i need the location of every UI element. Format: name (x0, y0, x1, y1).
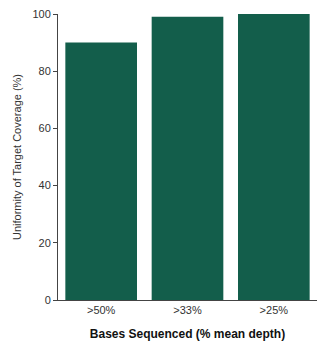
svg-text:100: 100 (32, 8, 50, 20)
svg-text:40: 40 (39, 179, 51, 191)
svg-text:80: 80 (39, 65, 51, 77)
svg-text:0: 0 (45, 294, 51, 306)
svg-text:>25%: >25% (260, 304, 289, 316)
svg-text:20: 20 (39, 237, 51, 249)
svg-text:Bases Sequenced (% mean depth): Bases Sequenced (% mean depth) (90, 327, 285, 341)
svg-text:>33%: >33% (173, 304, 202, 316)
svg-text:>50%: >50% (87, 304, 116, 316)
svg-text:Uniformity of Target Coverage: Uniformity of Target Coverage (%) (11, 74, 23, 240)
svg-text:60: 60 (39, 122, 51, 134)
